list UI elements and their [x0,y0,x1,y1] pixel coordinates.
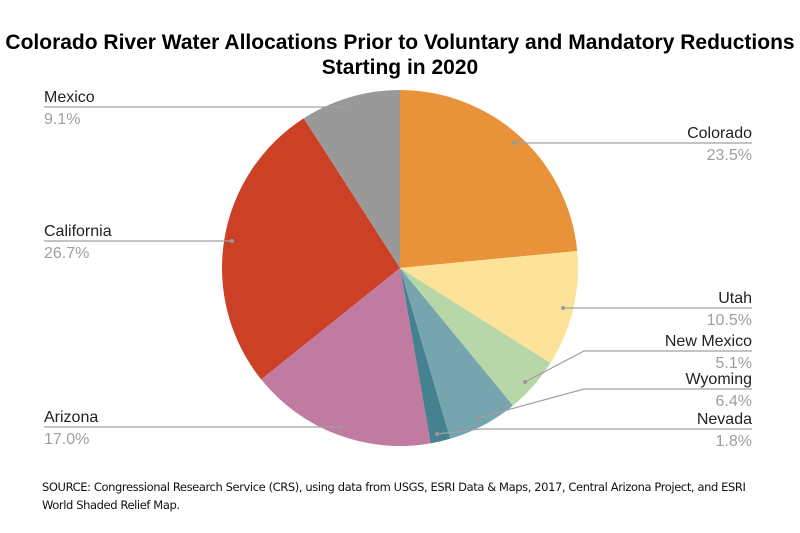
pie-slice-wyoming [400,268,513,439]
pie-slice-california [222,118,400,380]
slice-label-wyoming: Wyoming [685,371,752,388]
slice-value-new-mexico: 5.1% [716,355,752,372]
source-note: SOURCE: Congressional Research Service (… [42,480,746,512]
slice-label-utah: Utah [718,290,752,307]
leader-dot-arizona [338,425,342,429]
leader-dot-utah [561,306,565,310]
leader-line-new-mexico [524,350,752,383]
pie-slice-mexico [303,90,400,268]
pie-slice-arizona [261,268,431,446]
leader-line-nevada [436,428,752,435]
slice-value-arizona: 17.0% [44,431,89,448]
slice-value-california: 26.7% [44,245,89,262]
leader-dot-new-mexico [523,380,527,384]
leader-dot-colorado [512,141,516,145]
slice-value-colorado: 23.5% [707,147,752,164]
slice-value-utah: 10.5% [707,312,752,329]
pie-slice-utah [400,250,578,364]
slice-value-mexico: 9.1% [44,111,80,128]
leader-line-wyoming [477,388,752,419]
slice-label-arizona: Arizona [44,409,98,426]
slice-value-wyoming: 6.4% [716,393,752,410]
slice-label-mexico: Mexico [44,89,95,106]
leader-dot-wyoming [476,416,480,420]
slice-label-new-mexico: New Mexico [665,333,752,350]
leader-dot-nevada [435,432,439,436]
pie-slice-colorado [400,90,578,268]
slice-value-nevada: 1.8% [716,433,752,450]
leader-dot-california [230,239,234,243]
pie-slice-nevada [400,268,451,444]
slice-label-nevada: Nevada [697,411,752,428]
slice-label-colorado: Colorado [687,125,752,142]
slice-label-california: California [44,223,112,240]
chart-title: Colorado River Water Allocations Prior t… [5,31,795,79]
leader-dot-mexico [348,105,352,109]
pie-slice-new-mexico [400,268,551,406]
